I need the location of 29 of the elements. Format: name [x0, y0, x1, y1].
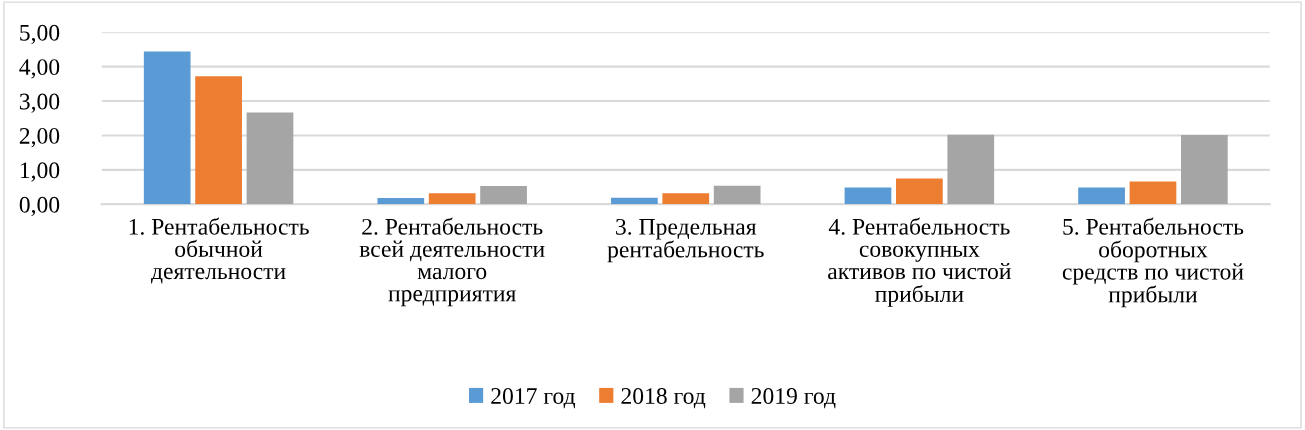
bar	[1078, 187, 1125, 205]
bar	[428, 193, 476, 205]
bar	[377, 198, 425, 205]
y-tick-label: 4,00	[19, 59, 60, 79]
legend-label: 2019 год	[751, 388, 836, 409]
bar	[480, 186, 527, 205]
y-tick-label: 1,00	[20, 162, 60, 182]
bar	[611, 197, 658, 205]
y-tick-label: 2,00	[19, 127, 60, 148]
legend-label: 2017 год	[491, 388, 576, 409]
x-tick-label: 5. Рентабельность оборотных средств по чистой прибыли	[1062, 217, 1244, 308]
y-tick-label: 3,00	[19, 93, 60, 113]
bar	[1181, 135, 1228, 205]
y-tick-label: 0,00	[19, 196, 60, 217]
y-tick-label: 5,00	[20, 24, 60, 45]
legend-label: 2018 год	[621, 388, 706, 409]
bar	[947, 134, 995, 205]
bar	[844, 187, 892, 205]
bar	[195, 76, 242, 205]
bar	[896, 178, 943, 205]
x-tick-label: 3. Предельная рентабельность	[607, 218, 764, 263]
bar	[662, 193, 710, 205]
bar	[713, 185, 761, 205]
x-tick-label: 1. Рентабельность обычной деятельности	[129, 217, 309, 284]
x-tick-label: 4. Рентабельность совокупных активов по чистой прибыли	[828, 217, 1011, 307]
x-tick-label: 2. Рентабельность всей деятельности малого предприятия	[359, 217, 545, 307]
bar	[1129, 181, 1177, 205]
bar	[143, 51, 191, 205]
bar	[246, 112, 294, 205]
